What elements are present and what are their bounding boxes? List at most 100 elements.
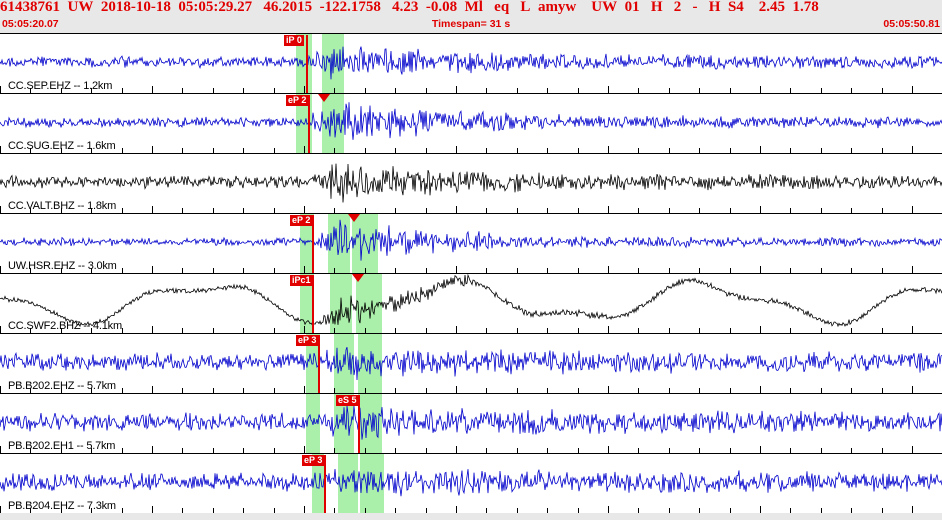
time-axis-tick	[669, 268, 670, 273]
time-axis-tick	[426, 328, 427, 333]
trace-panel[interactable]: eS 5 PB.B202.EH1 -- 5.7km	[0, 393, 942, 453]
time-axis-tick	[821, 388, 822, 393]
waveform-trace	[0, 274, 942, 328]
time-axis-tick	[304, 446, 305, 453]
time-axis-tick	[821, 268, 822, 273]
time-axis-tick	[882, 388, 883, 393]
time-axis-tick	[243, 88, 244, 93]
pick-label-es-5[interactable]: eS 5	[336, 395, 359, 406]
coda-window-shade	[358, 334, 382, 393]
time-axis-tick	[456, 506, 457, 513]
time-axis-tick	[517, 448, 518, 453]
time-axis-tick	[274, 328, 275, 333]
time-axis-tick	[578, 148, 579, 153]
time-axis-tick	[152, 146, 153, 153]
time-axis-tick	[486, 388, 487, 393]
trace-panel[interactable]: eP 2 UW.HSR.EHZ -- 3.0km	[0, 213, 942, 273]
time-axis-tick	[851, 268, 852, 273]
time-axis-tick	[274, 148, 275, 153]
time-axis-tick	[547, 88, 548, 93]
pick-marker-line[interactable]	[306, 35, 308, 93]
pick-label-ipc1[interactable]: iPc1	[290, 275, 313, 286]
time-axis-tick	[213, 508, 214, 513]
s-pick-triangle-marker[interactable]	[318, 94, 330, 102]
event-summary-line: 61438761 UW 2018-10-18 05:05:29.27 46.20…	[0, 0, 942, 17]
pick-marker-line[interactable]	[318, 335, 320, 393]
time-axis-tick	[760, 86, 761, 93]
s-pick-triangle-marker[interactable]	[348, 214, 360, 222]
trace-panel[interactable]: iP 0 CC.SEP.EHZ -- 1.2km	[0, 33, 942, 93]
time-axis-tick	[608, 146, 609, 153]
time-axis-tick	[821, 508, 822, 513]
latitude: 46.2015	[263, 0, 313, 15]
time-axis-tick	[730, 328, 731, 333]
time-axis-tick	[30, 88, 31, 93]
time-axis-tick	[395, 148, 396, 153]
time-axis-tick	[669, 208, 670, 213]
time-axis-tick	[699, 448, 700, 453]
depth: 4.23	[392, 0, 419, 15]
time-axis-tick	[699, 388, 700, 393]
pick-label-ep-2[interactable]: eP 2	[290, 215, 313, 226]
pick-label-ep-3[interactable]: eP 3	[302, 455, 325, 466]
time-axis-tick	[152, 386, 153, 393]
time-axis-tick	[91, 508, 92, 513]
coda-window-shade	[360, 454, 384, 513]
pick-marker-line[interactable]	[358, 395, 360, 453]
pick-label-ip-0[interactable]: iP 0	[284, 35, 304, 46]
pick-label-ep-2[interactable]: eP 2	[286, 95, 309, 106]
pick-marker-line[interactable]	[312, 275, 314, 333]
trace-panel[interactable]: CC.VALT.BHZ -- 1.8km	[0, 153, 942, 213]
time-axis-tick	[426, 208, 427, 213]
time-axis-tick	[578, 448, 579, 453]
time-axis-tick	[578, 88, 579, 93]
event-date: 2018-10-18	[100, 0, 171, 15]
time-axis-tick	[578, 208, 579, 213]
time-axis-tick	[426, 268, 427, 273]
time-axis-tick	[821, 448, 822, 453]
time-axis-tick	[30, 508, 31, 513]
time-axis-tick	[395, 268, 396, 273]
auth-number: 01	[624, 0, 640, 15]
time-axis-tick	[91, 148, 92, 153]
time-axis-tick	[0, 266, 1, 273]
time-axis-tick	[0, 206, 1, 213]
time-axis-tick	[669, 388, 670, 393]
time-axis-tick	[882, 448, 883, 453]
s-pick-triangle-marker[interactable]	[352, 274, 364, 282]
time-axis-tick	[182, 88, 183, 93]
trace-panel[interactable]: eP 3 PB.B204.EHZ -- 7.3km	[0, 453, 942, 513]
trace-panel[interactable]: iPc1 CC.SWF2.BHZ -- 4.1km	[0, 273, 942, 333]
pick-marker-line[interactable]	[312, 215, 314, 273]
coda-window-shade	[322, 94, 344, 153]
time-axis-tick	[122, 388, 123, 393]
trace-panel[interactable]: eP 3 PB.B202.EHZ -- 5.7km	[0, 333, 942, 393]
trace-panel-stack: iP 0 CC.SEP.EHZ -- 1.2km eP 2 CC.SUG.EHZ --…	[0, 33, 942, 520]
time-axis-tick	[760, 386, 761, 393]
time-axis-tick	[699, 88, 700, 93]
time-axis-tick	[608, 86, 609, 93]
time-axis-tick	[365, 88, 366, 93]
time-axis-tick	[304, 206, 305, 213]
time-axis-tick	[730, 508, 731, 513]
time-axis-tick	[182, 448, 183, 453]
time-axis-tick	[882, 148, 883, 153]
time-axis-tick	[274, 508, 275, 513]
pick-marker-line[interactable]	[308, 95, 310, 153]
pick-marker-line[interactable]	[324, 455, 326, 513]
station-label: PB.B202.EH1 -- 5.7km	[8, 440, 116, 452]
time-axis-tick	[213, 448, 214, 453]
event-type: eq	[494, 0, 510, 15]
time-axis-tick	[517, 388, 518, 393]
time-axis-tick	[699, 268, 700, 273]
time-axis-tick	[912, 506, 913, 513]
trace-panel[interactable]: eP 2 CC.SUG.EHZ -- 1.6km	[0, 93, 942, 153]
time-axis-tick	[851, 328, 852, 333]
event-header: 61438761 UW 2018-10-18 05:05:29.27 46.20…	[0, 0, 942, 33]
waveform-trace	[0, 405, 942, 440]
time-axis-tick	[304, 326, 305, 333]
time-axis-tick	[152, 446, 153, 453]
time-axis-tick	[365, 208, 366, 213]
pick-label-ep-3[interactable]: eP 3	[296, 335, 319, 346]
